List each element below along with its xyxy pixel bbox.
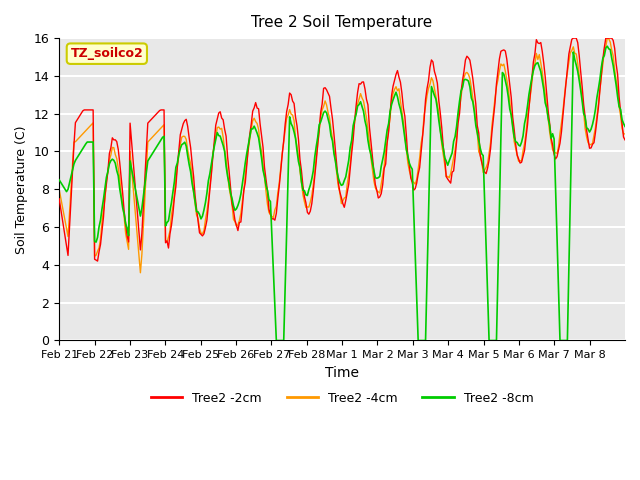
Line: Tree2 -4cm: Tree2 -4cm: [59, 38, 625, 273]
Tree2 -2cm: [545, 108, 552, 114]
Tree2 -8cm: [273, 337, 280, 343]
Tree2 -2cm: [570, 35, 577, 41]
Legend: Tree2 -2cm, Tree2 -4cm, Tree2 -8cm: Tree2 -2cm, Tree2 -4cm, Tree2 -8cm: [146, 387, 538, 410]
Tree2 -8cm: [621, 123, 629, 129]
Tree2 -8cm: [545, 116, 552, 121]
Tree2 -2cm: [74, 115, 82, 121]
Tree2 -2cm: [93, 258, 101, 264]
X-axis label: Time: Time: [325, 366, 359, 380]
Title: Tree 2 Soil Temperature: Tree 2 Soil Temperature: [252, 15, 433, 30]
Tree2 -4cm: [74, 136, 82, 142]
Tree2 -8cm: [74, 153, 82, 158]
Tree2 -4cm: [545, 116, 552, 121]
Tree2 -2cm: [55, 196, 63, 202]
Tree2 -4cm: [136, 270, 144, 276]
Tree2 -8cm: [92, 239, 100, 245]
Tree2 -4cm: [621, 131, 629, 137]
Tree2 -4cm: [92, 252, 100, 258]
Tree2 -2cm: [92, 257, 100, 263]
Tree2 -8cm: [460, 77, 468, 83]
Line: Tree2 -2cm: Tree2 -2cm: [59, 38, 625, 261]
Tree2 -4cm: [620, 131, 627, 137]
Tree2 -2cm: [621, 137, 629, 143]
Tree2 -2cm: [620, 134, 627, 140]
Tree2 -8cm: [604, 43, 611, 49]
Tree2 -8cm: [348, 137, 355, 143]
Line: Tree2 -8cm: Tree2 -8cm: [59, 46, 625, 340]
Tree2 -8cm: [620, 120, 627, 126]
Tree2 -4cm: [55, 186, 63, 192]
Tree2 -8cm: [55, 177, 63, 183]
Tree2 -2cm: [348, 150, 355, 156]
Tree2 -4cm: [460, 75, 468, 81]
Tree2 -4cm: [348, 145, 355, 151]
Y-axis label: Soil Temperature (C): Soil Temperature (C): [15, 125, 28, 253]
Tree2 -4cm: [604, 35, 611, 41]
Text: TZ_soilco2: TZ_soilco2: [70, 47, 143, 60]
Tree2 -2cm: [460, 69, 468, 74]
